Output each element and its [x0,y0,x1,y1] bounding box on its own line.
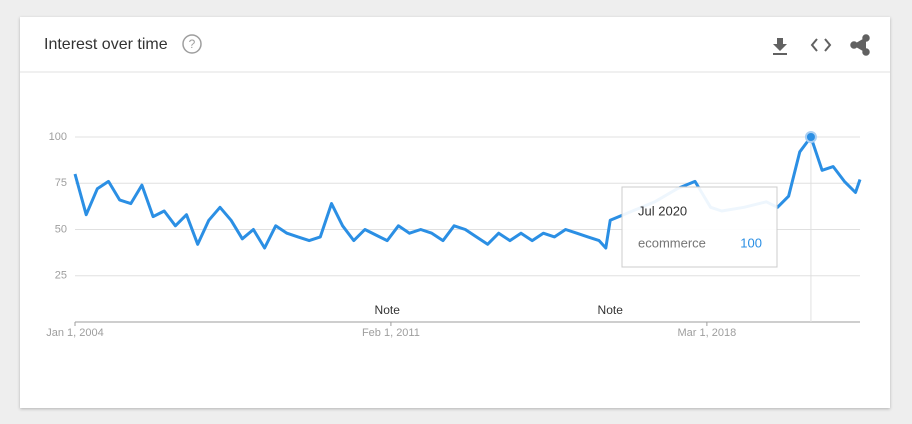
y-tick-label: 50 [55,223,67,235]
tooltip: Jul 2020 ecommerce 100 [621,186,778,268]
y-tick-label: 25 [55,270,67,282]
embed-icon[interactable] [810,38,832,52]
download-icon[interactable] [773,38,787,55]
help-icon[interactable]: ? [182,34,202,54]
tooltip-box [621,186,778,268]
share-icon[interactable] [850,34,870,56]
y-tick-label: 100 [49,131,67,143]
card: Interest over time ? 25 50 75 100 Jan 1, 200… [20,17,890,408]
note-label: Note [598,303,624,317]
tooltip-series: ecommerce [638,235,706,250]
svg-text:?: ? [189,37,196,51]
x-tick-label: Mar 1, 2018 [678,327,737,339]
tooltip-value: 100 [740,235,762,250]
y-tick-label: 75 [55,177,67,189]
hover-point [804,131,817,143]
tooltip-date: Jul 2020 [638,203,687,218]
x-tick-label: Feb 1, 2011 [362,327,420,339]
x-tick-label: Jan 1, 2004 [46,327,104,339]
chart: Interest over time ? 25 50 75 100 Jan 1, 200… [20,34,890,339]
note-label: Note [375,303,401,317]
chart-title: Interest over time [44,36,168,53]
